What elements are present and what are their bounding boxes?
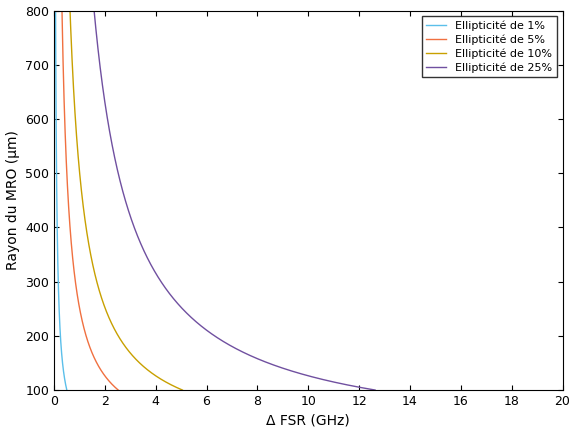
Ellipticité de 5% <box>59 8 66 13</box>
Ellipticité de 10% <box>179 388 186 393</box>
Y-axis label: Rayon du MRO (μm): Rayon du MRO (μm) <box>6 130 20 270</box>
Ellipticité de 5% <box>115 388 122 393</box>
Ellipticité de 1% <box>59 362 66 367</box>
Ellipticité de 25% <box>112 159 119 164</box>
Ellipticité de 10% <box>71 106 78 111</box>
Line: Ellipticité de 5%: Ellipticité de 5% <box>62 10 118 390</box>
Ellipticité de 10% <box>98 296 105 301</box>
Line: Ellipticité de 25%: Ellipticité de 25% <box>94 10 375 390</box>
Ellipticité de 1% <box>63 388 70 393</box>
Ellipticité de 1% <box>53 181 60 187</box>
Ellipticité de 25% <box>103 106 109 111</box>
Ellipticité de 5% <box>61 106 68 111</box>
Ellipticité de 5% <box>63 159 70 164</box>
Ellipticité de 1% <box>52 8 59 13</box>
Line: Ellipticité de 1%: Ellipticité de 1% <box>55 10 67 390</box>
Line: Ellipticité de 10%: Ellipticité de 10% <box>70 10 183 390</box>
Ellipticité de 5% <box>68 242 75 247</box>
Ellipticité de 25% <box>268 362 275 367</box>
X-axis label: Δ FSR (GHz): Δ FSR (GHz) <box>266 414 350 427</box>
Ellipticité de 10% <box>75 159 82 164</box>
Ellipticité de 10% <box>138 362 145 367</box>
Ellipticité de 1% <box>54 242 61 247</box>
Ellipticité de 1% <box>53 159 60 164</box>
Ellipticité de 25% <box>372 388 378 393</box>
Ellipticité de 25% <box>170 296 177 301</box>
Ellipticité de 10% <box>85 242 92 247</box>
Ellipticité de 25% <box>118 181 124 187</box>
Ellipticité de 5% <box>94 362 101 367</box>
Ellipticité de 10% <box>77 181 84 187</box>
Ellipticité de 1% <box>52 106 59 111</box>
Ellipticité de 1% <box>55 296 62 301</box>
Ellipticité de 25% <box>138 242 145 247</box>
Ellipticité de 25% <box>90 8 97 13</box>
Ellipticité de 10% <box>67 8 74 13</box>
Legend: Ellipticité de 1%, Ellipticité de 5%, Ellipticité de 10%, Ellipticité de 25%: Ellipticité de 1%, Ellipticité de 5%, El… <box>422 16 557 77</box>
Ellipticité de 5% <box>64 181 71 187</box>
Ellipticité de 5% <box>74 296 81 301</box>
